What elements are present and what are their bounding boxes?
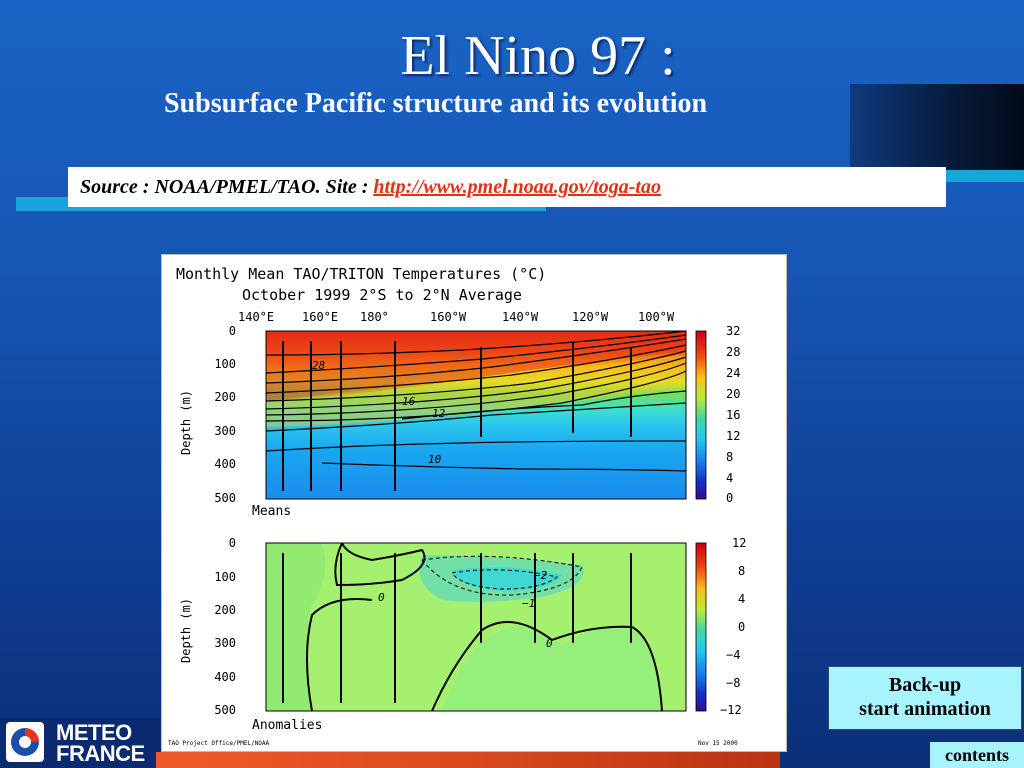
svg-text:8: 8 [726,450,733,464]
start-animation-label: start animation [859,698,991,720]
lon-label: 120°W [572,310,609,324]
lon-label: 140°W [502,310,539,324]
svg-text:300: 300 [214,636,236,650]
source-box: Source : NOAA/PMEL/TAO. Site : http://ww… [68,167,946,207]
lon-label: 140°E [238,310,274,324]
dark-corner-band [850,84,1024,170]
source-text: Source : NOAA/PMEL/TAO. Site : [80,176,374,198]
svg-text:28: 28 [726,345,740,359]
svg-text:100: 100 [214,357,236,371]
lon-label: 180° [360,310,389,324]
backup-label: Back-up [888,674,962,696]
slide-title: El Nino 97 : [400,25,676,87]
backup-start-animation-button[interactable]: Back-up start animation [828,666,1022,730]
source-link[interactable]: http://www.pmel.noaa.gov/toga-tao [373,176,661,198]
svg-text:12: 12 [432,407,446,420]
svg-text:0: 0 [738,620,745,634]
means-contour-labels: 28 16 12 10 [312,359,446,466]
tao-figure-svg: Monthly Mean TAO/TRITON Temperatures (°C… [168,265,746,747]
svg-text:0: 0 [546,637,553,650]
thermocline-band [266,355,686,427]
logo-text: METEO FRANCE [56,720,145,766]
tao-temperature-figure: Monthly Mean TAO/TRITON Temperatures (°C… [161,254,787,752]
anomalies-label: Anomalies [252,718,322,733]
svg-text:8: 8 [738,564,745,578]
svg-text:16: 16 [726,408,740,422]
svg-text:24: 24 [726,366,740,380]
anomalies-panel: 0 −2 −1 0 Anomalies [252,542,687,733]
logo-line2: FRANCE [56,741,145,766]
svg-text:0: 0 [726,491,733,505]
figure-title: Monthly Mean TAO/TRITON Temperatures (°C… [176,265,546,283]
svg-text:0: 0 [229,536,236,550]
svg-text:500: 500 [214,491,236,505]
svg-text:−4: −4 [726,648,740,662]
svg-text:28: 28 [312,359,326,372]
anomaly-data-points [282,553,632,703]
svg-text:12: 12 [726,429,740,443]
svg-text:300: 300 [214,424,236,438]
svg-text:−1: −1 [522,597,535,610]
svg-text:100: 100 [214,570,236,584]
anomaly-contour-labels: 0 −2 −1 0 [378,569,553,650]
longitude-labels: 140°E 160°E 180° 160°W 140°W 120°W 100°W [238,310,675,324]
lon-label: 100°W [638,310,675,324]
lon-label: 160°W [430,310,467,324]
svg-text:32: 32 [726,324,740,338]
svg-text:200: 200 [214,390,236,404]
svg-text:−8: −8 [726,676,740,690]
means-contours [265,330,687,472]
means-data-points [282,341,632,491]
svg-text:−2: −2 [534,569,548,582]
svg-text:20: 20 [726,387,740,401]
figure-footer-left: TAO Project Office/PMEL/NOAA [168,740,270,747]
slide-subtitle: Subsurface Pacific structure and its evo… [164,88,708,119]
means-depth-ticks: 0 100 200 300 400 500 [214,324,236,505]
svg-text:16: 16 [402,395,416,408]
means-label: Means [252,504,291,519]
svg-text:4: 4 [726,471,733,485]
logo-line1: METEO [56,720,132,745]
svg-text:400: 400 [214,670,236,684]
bottom-accent-bar [156,752,780,768]
means-colorbar: 32 28 24 20 16 12 8 4 0 [695,324,740,505]
anomaly-zero-contours [306,542,663,712]
svg-text:10: 10 [428,453,442,466]
svg-text:12: 12 [732,536,746,550]
svg-text:500: 500 [214,703,236,717]
svg-text:−12: −12 [720,703,742,717]
svg-text:0: 0 [229,324,236,338]
anomaly-depth-ticks: 0 100 200 300 400 500 [214,536,236,717]
meteo-france-logo-icon [6,722,44,762]
lon-label: 160°E [302,310,338,324]
svg-text:400: 400 [214,457,236,471]
means-depth-axis-label: Depth (m) [179,390,193,455]
contents-button[interactable]: contents [930,742,1024,768]
svg-text:4: 4 [738,592,745,606]
figure-footer-right: Nov 15 2000 [698,740,738,747]
anomaly-colorbar: 12 8 4 0 −4 −8 −12 [695,536,746,717]
accent-bar-right [946,170,1024,182]
svg-text:200: 200 [214,603,236,617]
svg-text:0: 0 [378,591,385,604]
means-panel: 28 16 12 10 Means [252,330,687,519]
anomaly-depth-axis-label: Depth (m) [179,598,193,663]
anomaly-negative-contours [421,555,583,596]
figure-subtitle: October 1999 2°S to 2°N Average [242,286,522,304]
